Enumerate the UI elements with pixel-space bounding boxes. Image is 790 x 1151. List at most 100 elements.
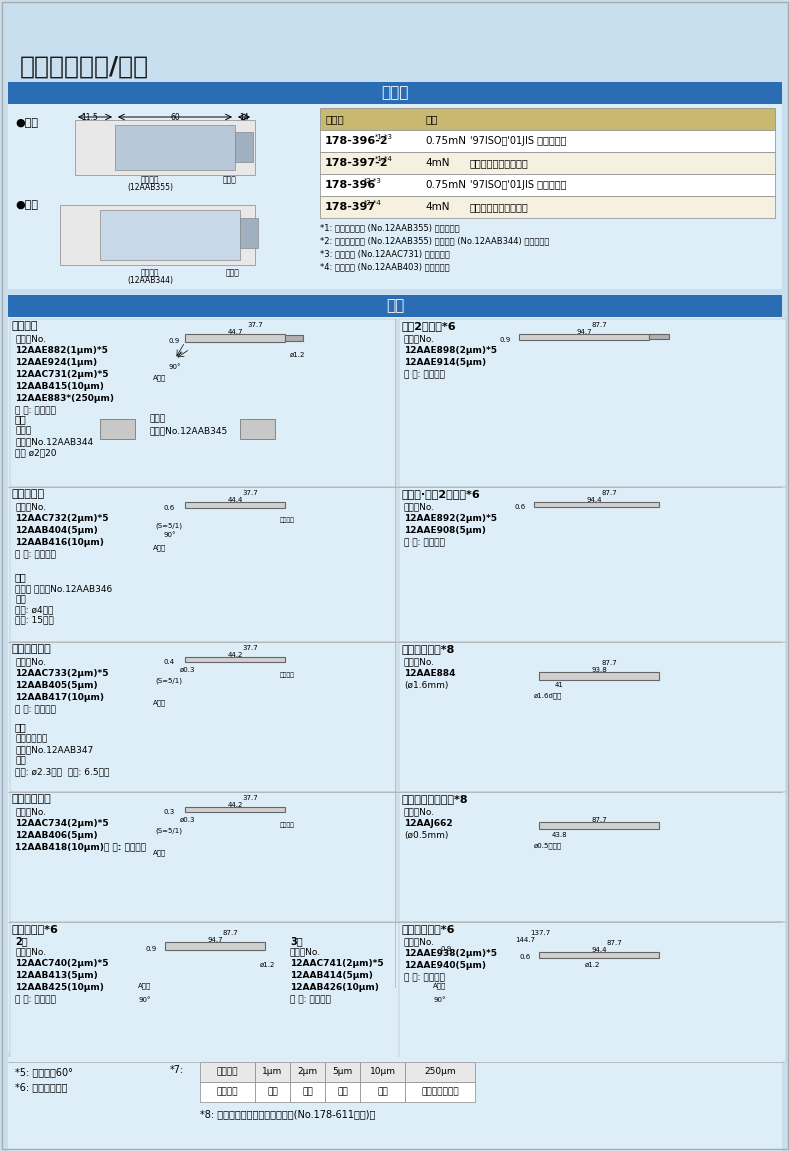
Bar [539, 672, 659, 680]
Bar [325, 1062, 360, 1082]
Bar [399, 792, 786, 922]
Text: 0.4: 0.4 [164, 660, 175, 665]
Text: (12AAB355): (12AAB355) [127, 183, 173, 192]
Bar [200, 1062, 255, 1082]
Bar [320, 174, 775, 196]
Text: 43.8: 43.8 [551, 832, 566, 838]
Text: 12AAB417(10μm): 12AAB417(10μm) [15, 693, 104, 702]
Text: 识别颜色: 识别颜色 [280, 672, 295, 678]
Bar [255, 1082, 290, 1102]
Text: (ø1.6mm): (ø1.6mm) [404, 681, 449, 689]
Text: ●无轨: ●无轨 [15, 119, 38, 128]
Text: 识别颜色: 识别颜色 [280, 822, 295, 828]
Text: 0.75mN: 0.75mN [425, 136, 466, 146]
Text: 87.7: 87.7 [601, 660, 617, 666]
Text: 订货号No.12AAB344: 订货号No.12AAB344 [15, 437, 93, 445]
Bar [185, 334, 285, 342]
Text: 超小孔用测针: 超小孔用测针 [12, 794, 52, 805]
Text: 测针导头: 测针导头 [141, 268, 160, 277]
Text: 订货号No.: 订货号No. [15, 502, 46, 511]
Text: 0.75mN: 0.75mN [425, 180, 466, 190]
Text: 圆棒用: 圆棒用 [150, 414, 166, 424]
Bar [10, 922, 784, 1062]
Text: 检出器: 检出器 [226, 268, 240, 277]
Text: *1,*4: *1,*4 [374, 157, 393, 162]
Text: 导头: 导头 [15, 414, 27, 424]
Text: (S=5/1): (S=5/1) [155, 523, 182, 528]
Text: 87.7: 87.7 [591, 817, 607, 823]
Text: *2,*4: *2,*4 [363, 200, 382, 206]
Text: 37.7: 37.7 [242, 645, 258, 651]
Text: 细形状用测针*8: 细形状用测针*8 [401, 645, 454, 654]
Bar [100, 209, 240, 260]
Text: (S=5/1): (S=5/1) [155, 828, 182, 833]
Text: (12AAB344): (12AAB344) [127, 276, 173, 285]
Bar [360, 1062, 405, 1082]
Text: 订货号No.: 订货号No. [404, 502, 435, 511]
Text: 0.3: 0.3 [164, 809, 175, 815]
Text: 90°: 90° [434, 997, 446, 1003]
Text: 94.7: 94.7 [576, 329, 592, 335]
Text: ø1.2: ø1.2 [260, 962, 276, 968]
Text: 12AAC741(2μm)*5: 12AAC741(2μm)*5 [290, 959, 384, 968]
Text: 备注 ø2～20: 备注 ø2～20 [15, 448, 57, 457]
Text: (S=5/1): (S=5/1) [155, 677, 182, 684]
Text: 测针导头: 测针导头 [141, 175, 160, 184]
Bar [539, 952, 659, 958]
Text: 小孔用 订货号No.12AAB346: 小孔用 订货号No.12AAB346 [15, 584, 112, 593]
Text: 12AAE884: 12AAE884 [404, 669, 456, 678]
Text: 孔径: ø4以上: 孔径: ø4以上 [15, 605, 54, 613]
Text: ●有轨: ●有轨 [15, 200, 38, 209]
Text: '97ISO、'01JIS 标准检出器: '97ISO、'01JIS 标准检出器 [470, 136, 566, 146]
Text: 14: 14 [239, 113, 249, 122]
Bar [8, 1057, 782, 1151]
Bar [8, 82, 782, 104]
Bar [539, 822, 659, 829]
Text: 订货号No.: 订货号No. [290, 947, 321, 956]
Text: 87.7: 87.7 [601, 490, 617, 496]
Text: 12AAE882(1μm)*5: 12AAE882(1μm)*5 [15, 346, 108, 355]
Text: 12AAB413(5μm): 12AAB413(5μm) [15, 971, 98, 980]
Text: （ ）: 针尖半径: （ ）: 针尖半径 [15, 994, 56, 1004]
Text: 178-397: 178-397 [325, 201, 376, 212]
Text: 12AAB426(10μm): 12AAB426(10μm) [290, 983, 379, 992]
Bar [405, 1062, 475, 1082]
Text: 12AAB416(10μm): 12AAB416(10μm) [15, 538, 103, 547]
Text: 178-396-2: 178-396-2 [325, 136, 389, 146]
Text: 94.7: 94.7 [207, 937, 223, 943]
Bar [285, 335, 303, 341]
Text: 3倍: 3倍 [290, 936, 303, 946]
Text: 90°: 90° [139, 997, 151, 1003]
Text: 4mN: 4mN [425, 158, 450, 168]
Text: *4: 标准测针 (No.12AAB403) 为标准配件: *4: 标准测针 (No.12AAB403) 为标准配件 [320, 262, 450, 270]
Text: 标准测针: 标准测针 [12, 321, 39, 331]
Bar [320, 196, 775, 218]
Text: 针尖半径: 针尖半径 [216, 1067, 239, 1076]
Bar [200, 1082, 255, 1102]
Bar [185, 807, 285, 811]
Bar [399, 319, 786, 487]
Text: 小孔用测针: 小孔用测针 [12, 489, 45, 500]
Text: 孔径: ø2.3以上  孔深: 6.5以下: 孔径: ø2.3以上 孔深: 6.5以下 [15, 767, 109, 776]
Text: 137.7: 137.7 [530, 930, 550, 936]
Text: （ ）: 针尖半径: （ ）: 针尖半径 [15, 550, 56, 559]
Text: *3: 标准测针 (No.12AAC731) 为标准配件: *3: 标准测针 (No.12AAC731) 为标准配件 [320, 249, 450, 258]
Text: 极小孔用测针: 极小孔用测针 [12, 645, 52, 654]
Text: 12AAB406(5μm): 12AAB406(5μm) [15, 831, 98, 840]
Text: 导头: 导头 [15, 572, 27, 582]
Text: 12AAE914(5μm): 12AAE914(5μm) [404, 358, 486, 367]
Text: 备注: 备注 [15, 756, 26, 765]
Text: 白色: 白色 [267, 1088, 278, 1097]
Text: 12AAE883*(250μm): 12AAE883*(250μm) [15, 394, 114, 403]
Text: 93.8: 93.8 [591, 666, 607, 673]
Text: A倍节: A倍节 [153, 849, 167, 855]
Text: 60: 60 [170, 113, 180, 122]
Text: 41: 41 [555, 683, 563, 688]
Text: 订货号No.: 订货号No. [404, 657, 435, 666]
Text: 12AAE924(1μm): 12AAE924(1μm) [15, 358, 97, 367]
Text: 0.9: 0.9 [169, 338, 180, 344]
Text: (ø0.5mm): (ø0.5mm) [404, 831, 449, 840]
Text: 37.7: 37.7 [242, 490, 258, 496]
Bar [290, 1082, 325, 1102]
Text: 87.7: 87.7 [606, 940, 622, 946]
